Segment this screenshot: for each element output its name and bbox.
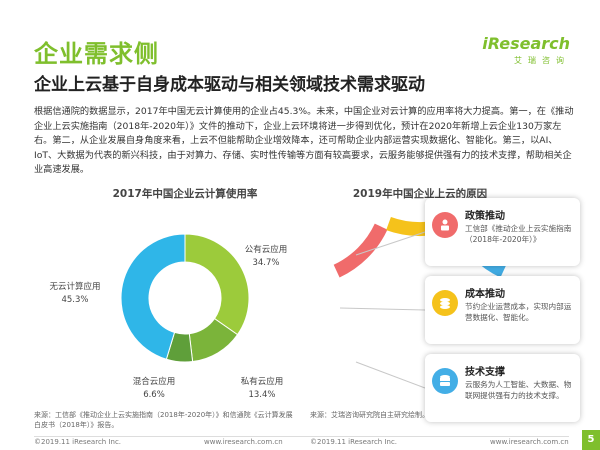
reason-card-policy-body: 工信部《推动企业上云实施指南（2018年-2020年）》 [465,224,572,244]
footer-url-right: www.iresearch.com.cn [490,438,569,446]
reason-card-tech: 技术支撑 云服务为人工智能、大数据、物联网提供强有力的技术支撑。 [425,354,580,422]
brand-subtitle: 艾瑞咨询 [514,56,570,65]
slice-label-hybrid-value: 6.6% [143,390,165,400]
source-right: 来源：艾瑞咨询研究院自主研究绘制。 [310,411,429,419]
reason-card-tech-body: 云服务为人工智能、大数据、物联网提供强有力的技术支撑。 [465,380,572,400]
page-number: 5 [582,430,600,450]
slice-label-private: 私有云应用 13.4% [232,376,292,402]
connector-line-policy [355,231,426,256]
donut-slice-public [184,233,250,336]
footer-copyright-right: ©2019.11 iResearch Inc. [310,438,398,446]
slice-label-public-name: 公有云应用 [244,245,288,255]
slice-label-private-name: 私有云应用 [240,377,284,387]
reason-card-cost: 成本推动 节约企业运营成本，实现内部运营数据化、智能化。 [425,276,580,344]
connector-line-tech [355,361,426,389]
source-left: 来源：工信部《推动企业上云实施指南（2018年-2020年）》和信通院《云计算发… [34,411,293,429]
intro-paragraph: 根据信通院的数据显示，2017年中国无云计算使用的企业占45.3%。未来，中国企… [34,106,574,175]
slice-label-private-value: 13.4% [248,390,276,400]
slice-label-hybrid: 混合云应用 6.6% [124,376,184,402]
slice-label-none-value: 45.3% [61,295,89,305]
donut-slice-none [120,233,186,360]
slice-label-hybrid-name: 混合云应用 [132,377,176,387]
brand-name: iResearch [482,34,570,53]
page-headline: 企业上云基于自身成本驱动与相关领域技术需求驱动 [34,75,425,95]
slice-label-public: 公有云应用 34.7% [236,244,296,270]
coins-icon [432,290,458,316]
slice-label-public-value: 34.7% [252,258,280,268]
slice-label-none: 无云计算应用 45.3% [40,281,110,307]
database-icon [432,368,458,394]
connector-line-cost [339,307,426,311]
reasons-title: 2019年中国企业上云的原因 [352,188,488,200]
section-title: 企业需求侧 [34,40,159,68]
slice-label-none-name: 无云计算应用 [49,282,101,292]
reason-card-policy: 政策推动 工信部《推动企业上云实施指南（2018年-2020年）》 [425,198,580,266]
person-doc-icon [432,212,458,238]
footer-copyright-left: ©2019.11 iResearch Inc. [34,438,122,446]
donut-chart-title: 2017年中国企业云计算使用率 [112,188,258,200]
reason-card-cost-body: 节约企业运营成本，实现内部运营数据化、智能化。 [465,302,572,322]
reason-card-policy-title: 政策推动 [465,211,505,222]
footer-divider [34,436,569,437]
reason-card-tech-title: 技术支撑 [465,367,505,378]
reason-card-cost-title: 成本推动 [465,289,505,300]
footer-url-left: www.iresearch.com.cn [204,438,283,446]
brand-logo: iResearch 艾瑞咨询 [480,34,570,66]
